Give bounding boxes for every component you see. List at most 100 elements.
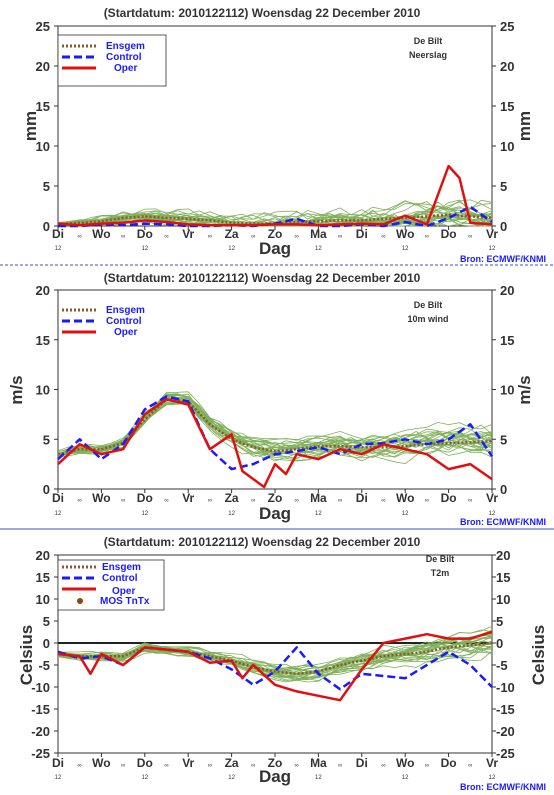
p2-hour-label-0: 12 [55, 511, 62, 517]
p3-hour-label-8: 12 [402, 775, 409, 781]
p2-ytick-label-left-3: 15 [36, 333, 50, 348]
p3-ytick-label-right-4: -5 [496, 658, 508, 673]
p2-ytick-label-right-4: 20 [500, 283, 514, 298]
panel-2-legend-oper: Oper [114, 327, 137, 338]
p1-midday-marker-6: ∞ [338, 234, 342, 240]
panel-2-ylabel-right: m/s [515, 375, 534, 404]
p1-ensemble-member-7 [57, 199, 493, 226]
panel-3-legend-mos: MOS TnTx [100, 596, 150, 607]
p2-ytick-label-left-1: 5 [43, 432, 50, 447]
p3-ytick-label-right-1: -20 [496, 724, 515, 739]
p1-series-oper [57, 164, 493, 227]
p3-ytick-label-left-1: -20 [31, 724, 50, 739]
p2-ensemble-member-13 [57, 397, 493, 456]
panel-3-legend-swatch-mos [77, 598, 83, 604]
panel-1-xlabel: Dag [259, 239, 291, 258]
panel-1-ylabel-left: mm [21, 111, 40, 141]
p2-midday-marker-9: ∞ [468, 498, 472, 504]
p3-ytick-label-left-0: -25 [31, 746, 50, 761]
p2-day-label-5: Zo [268, 491, 283, 505]
panel-3-ylabel-left: Celsius [17, 625, 36, 685]
p3-ytick-label-right-2: -15 [496, 702, 515, 717]
p3-ytick-label-right-8: 15 [496, 570, 510, 585]
p2-day-label-10: Vr [486, 491, 498, 505]
panel-1-variable: Neerslag [409, 50, 447, 60]
p1-ytick-label-right-5: 25 [500, 19, 514, 34]
p1-ytick-label-left-0: 0 [43, 219, 50, 234]
p1-ytick-label-right-0: 0 [500, 219, 507, 234]
p1-hour-label-4: 12 [228, 246, 235, 252]
panel-1-source: Bron: ECMWF/KNMI [460, 254, 546, 264]
p2-midday-marker-5: ∞ [295, 498, 299, 504]
p1-hour-label-0: 12 [55, 246, 62, 252]
p1-ytick-label-left-5: 25 [36, 19, 50, 34]
p2-ytick-label-right-3: 15 [500, 333, 514, 348]
p3-midday-marker-4: ∞ [251, 763, 255, 769]
p2-midday-marker-7: ∞ [381, 498, 385, 504]
panel-2-legend-control: Control [106, 316, 142, 327]
p3-ytick-label-left-4: -5 [38, 658, 50, 673]
p3-midday-marker-3: ∞ [208, 763, 212, 769]
p3-day-label-2: Do [137, 756, 153, 770]
p1-hour-label-6: 12 [315, 246, 322, 252]
panel-1-location: De Bilt [414, 36, 443, 46]
panel-3-location: De Bilt [426, 554, 455, 564]
p3-series-ensgem [57, 641, 493, 676]
p1-day-label-7: Di [356, 227, 368, 241]
p2-series-control [57, 395, 494, 471]
p2-day-label-7: Di [356, 491, 368, 505]
p1-ytick-label-right-3: 15 [500, 99, 514, 114]
p2-ytick-label-right-0: 0 [500, 482, 507, 497]
p2-midday-marker-1: ∞ [121, 498, 125, 504]
p3-midday-marker-2: ∞ [164, 763, 168, 769]
panel-precipitation: (Startdatum: 2010122112) Woensdag 22 Dec… [21, 6, 546, 264]
p3-hour-label-4: 12 [228, 775, 235, 781]
p3-day-label-6: Ma [310, 756, 327, 770]
p1-hour-label-2: 12 [141, 246, 148, 252]
p1-hour-label-8: 12 [402, 246, 409, 252]
p3-ytick-label-left-6: 5 [43, 614, 50, 629]
panel-3-legend-ensgem: Ensgem [102, 562, 141, 573]
panel-2-title: (Startdatum: 2010122112) Woensdag 22 Dec… [104, 271, 421, 285]
panel-2-location: De Bilt [414, 300, 443, 310]
p2-midday-marker-4: ∞ [251, 498, 255, 504]
p2-day-label-8: Wo [396, 491, 414, 505]
panel-2-legend: Ensgem Control Oper [62, 305, 145, 338]
panel-1-legend: Ensgem Control Oper [57, 34, 167, 87]
panel-2-variable: 10m wind [407, 314, 448, 324]
p1-ytick-label-left-1: 5 [43, 179, 50, 194]
p3-midday-marker-0: ∞ [78, 763, 82, 769]
p3-day-label-8: Wo [396, 756, 414, 770]
p2-ytick-label-right-2: 10 [500, 383, 514, 398]
p3-midday-marker-6: ∞ [338, 763, 342, 769]
panel-1-legend-control: Control [106, 52, 142, 63]
p2-midday-marker-6: ∞ [338, 498, 342, 504]
p2-hour-label-4: 12 [228, 511, 235, 517]
p3-ytick-label-right-0: -25 [496, 746, 515, 761]
p1-midday-marker-0: ∞ [78, 234, 82, 240]
panel-3-legend-control: Control [102, 573, 138, 584]
p3-hour-label-10: 12 [489, 775, 496, 781]
p2-day-label-9: Do [441, 491, 457, 505]
panel-2-ylabel-left: m/s [7, 375, 26, 404]
p1-day-label-4: Za [225, 227, 239, 241]
p3-day-label-4: Za [225, 756, 239, 770]
p3-ytick-label-left-7: 10 [36, 592, 50, 607]
panel-3-xlabel: Dag [259, 767, 291, 786]
p2-ytick-label-left-0: 0 [43, 482, 50, 497]
p3-day-label-3: Vr [182, 756, 194, 770]
panel-3-source: Bron: ECMWF/KNMI [460, 782, 546, 792]
p3-series-oper [57, 630, 493, 702]
p1-day-label-10: Vr [486, 227, 498, 241]
p1-midday-marker-4: ∞ [251, 234, 255, 240]
p3-ytick-label-right-3: -10 [496, 680, 515, 695]
p2-ytick-label-left-2: 10 [36, 383, 50, 398]
p2-hour-label-8: 12 [402, 511, 409, 517]
p3-day-label-9: Do [441, 756, 457, 770]
p2-day-label-4: Za [225, 491, 239, 505]
p2-hour-label-10: 12 [489, 511, 496, 517]
panel-1-ylabel-right: mm [515, 111, 534, 141]
p1-midday-marker-9: ∞ [468, 234, 472, 240]
p1-day-label-3: Vr [182, 227, 194, 241]
p2-ytick-label-right-1: 5 [500, 432, 507, 447]
